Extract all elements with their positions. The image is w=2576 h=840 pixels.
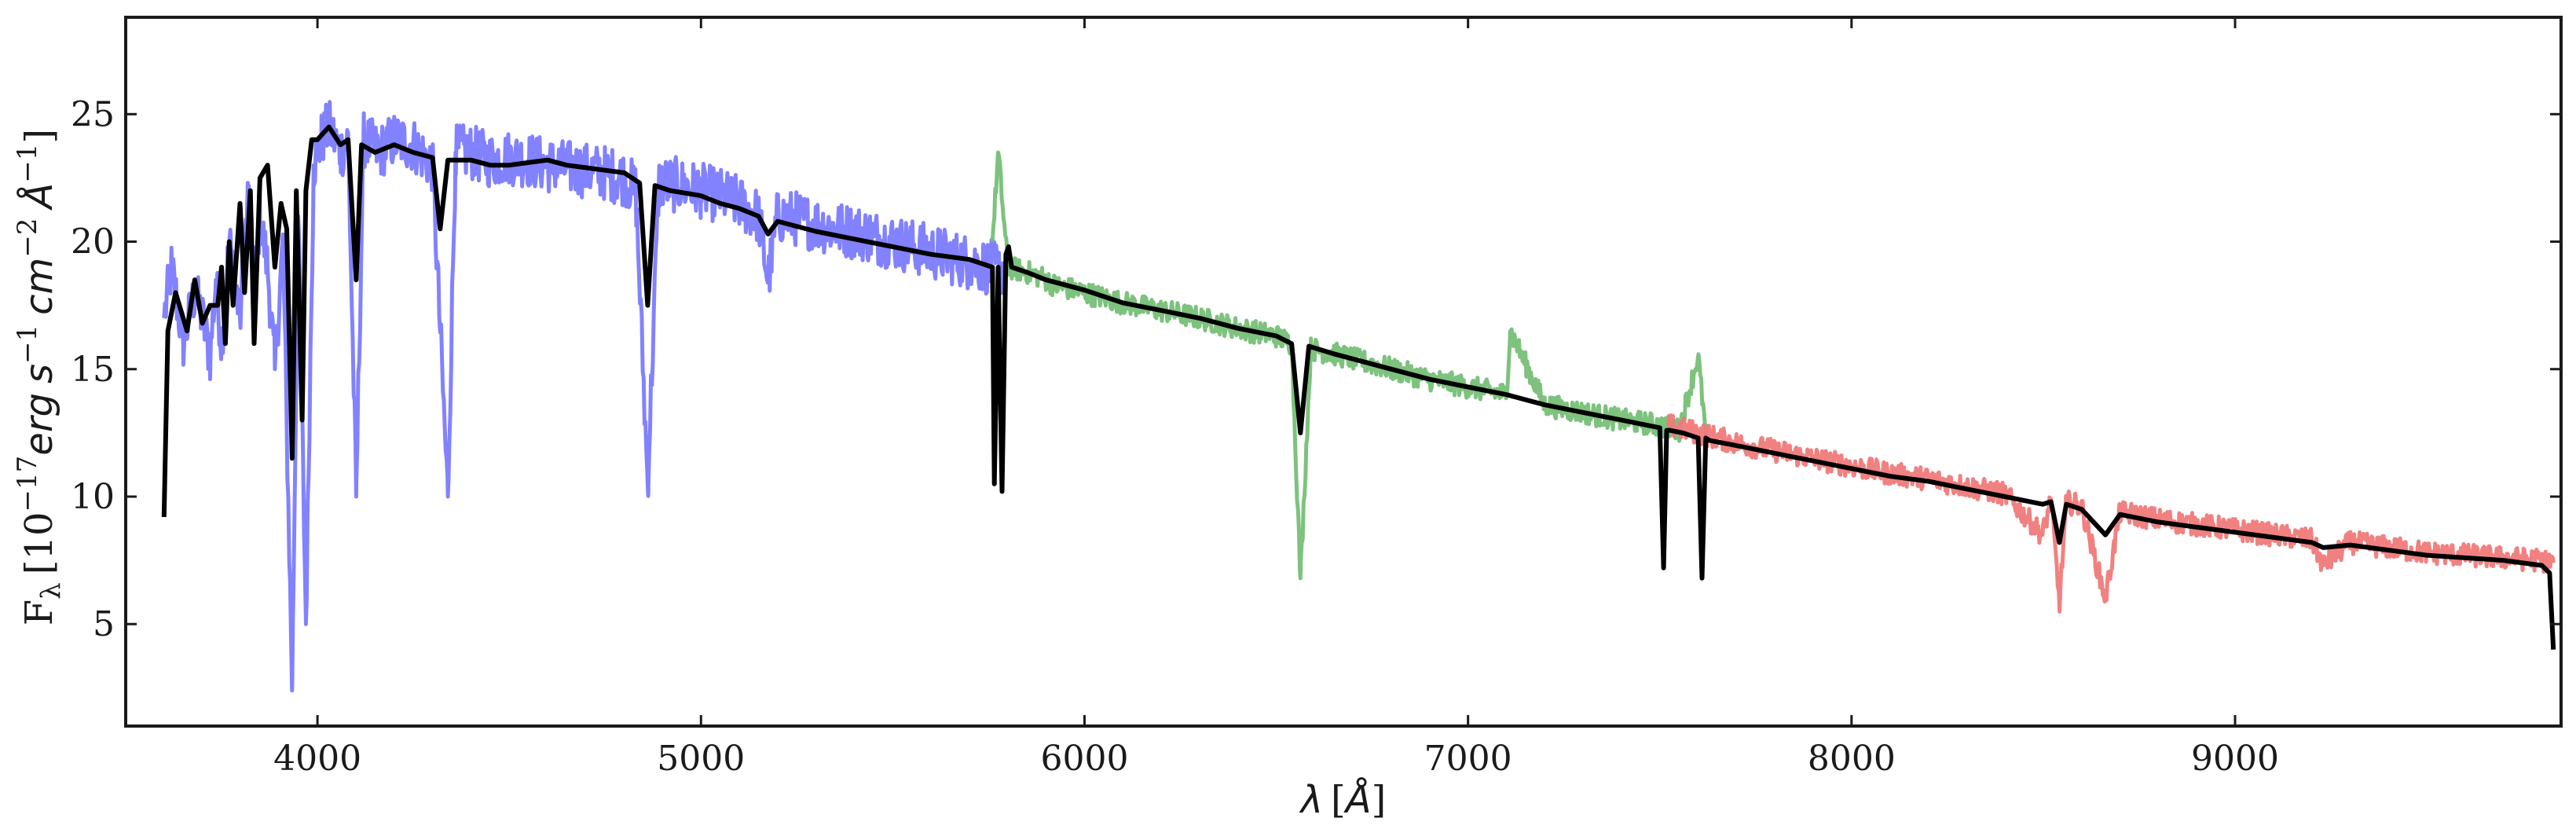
x-tick-label: 7000 [1424, 739, 1512, 779]
y-tick-label: 20 [71, 222, 115, 262]
observed-spectrum-line-3 [1666, 413, 2556, 614]
series-layer [161, 100, 2556, 693]
y-tick-label: 5 [93, 604, 115, 644]
y-tick-label: 10 [71, 477, 115, 517]
x-tick-label: 5000 [657, 739, 745, 779]
plot-frame [124, 16, 2563, 728]
x-tick-label: 6000 [1040, 739, 1128, 779]
y-tick-label: 25 [71, 94, 115, 134]
ticks-layer: 4000 5000 6000 7000 8000 9000 5 10 15 20 25 [71, 17, 2561, 779]
x-axis-label: λ [Å] [1299, 777, 1387, 822]
x-tick-label: 4000 [273, 739, 361, 779]
y-tick-label: 15 [71, 350, 115, 390]
x-tick-label: 8000 [1808, 739, 1896, 779]
model-spectrum-line [161, 124, 2556, 650]
y-axis-label: Fλ[10−17ergs−1cm−2Å−1] [12, 129, 67, 625]
x-tick-label: 9000 [2191, 739, 2279, 779]
observed-spectrum-line-2 [990, 150, 1708, 581]
